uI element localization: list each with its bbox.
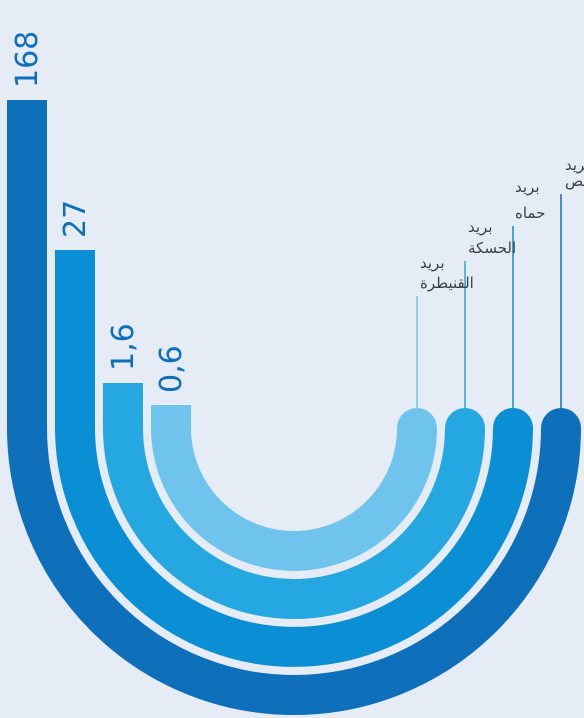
value-label-2: 27 xyxy=(58,200,93,238)
bar-4 xyxy=(151,405,437,571)
bar-3-end-cap xyxy=(445,408,485,448)
value-label-1: 168 xyxy=(10,31,45,88)
category-label-2-line-1: بريد xyxy=(515,178,540,196)
value-label-4: 0,6 xyxy=(154,345,189,393)
category-label-3-line-2: الحسكة xyxy=(468,239,516,257)
bar-1-end-cap xyxy=(541,408,581,448)
category-label-3-line-1: بريد xyxy=(468,218,493,236)
value-label-3: 1,6 xyxy=(106,323,141,371)
bar-2-end-cap xyxy=(493,408,533,448)
category-label-1-line-2: حمص xyxy=(565,172,584,190)
bar-3 xyxy=(103,383,485,619)
bar-4-end-cap xyxy=(397,408,437,448)
category-label-4-line-1: بريد xyxy=(420,254,445,272)
bar-1 xyxy=(6,100,581,715)
bar-2 xyxy=(55,250,533,667)
category-label-4-line-2: القنيطرة xyxy=(420,274,474,292)
category-label-1-line-1: بريد xyxy=(565,156,584,174)
category-label-2-line-2: حماه xyxy=(515,204,545,222)
